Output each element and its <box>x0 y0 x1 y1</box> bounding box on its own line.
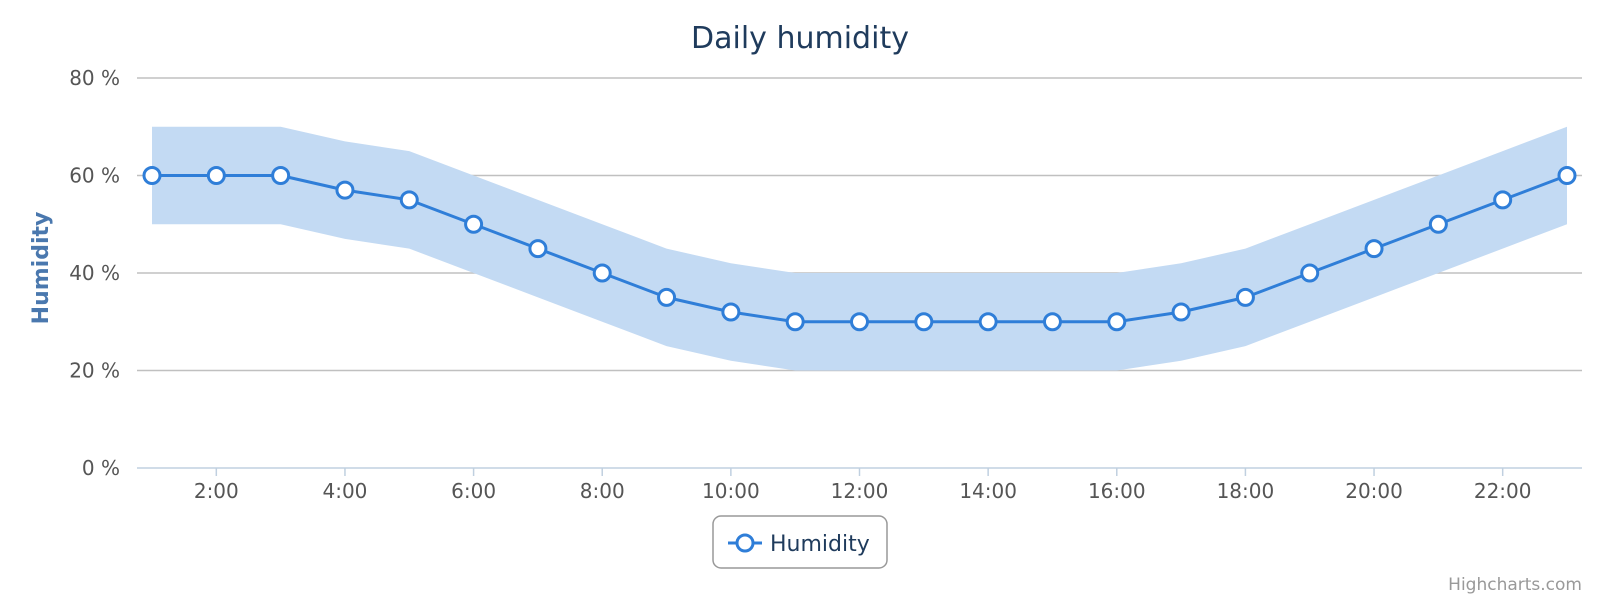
data-point[interactable] <box>978 312 998 332</box>
data-point[interactable] <box>142 166 162 185</box>
x-tick-label: 2:00 <box>194 479 239 503</box>
y-tick-label: 80 % <box>69 66 120 90</box>
data-point[interactable] <box>1364 239 1384 259</box>
range-area <box>152 126 1567 371</box>
data-point[interactable] <box>850 312 869 332</box>
data-point[interactable] <box>464 214 484 234</box>
data-point[interactable] <box>1107 312 1127 332</box>
y-tick-label: 20 % <box>69 359 120 383</box>
x-tick-label: 14:00 <box>959 479 1017 503</box>
data-point[interactable] <box>1235 287 1255 307</box>
legend-box <box>712 515 888 569</box>
data-point[interactable] <box>399 190 419 210</box>
chart-title: Daily humidity <box>691 21 909 56</box>
legend-marker-icon <box>735 533 755 553</box>
x-axis: 2:00 4:00 6:00 8:00 10:00 12:00 14:00 16:00 18:0… <box>137 467 1582 503</box>
y-tick-label: 60 % <box>69 164 120 188</box>
x-tick-label: 4:00 <box>322 479 367 503</box>
humidity-range-band <box>152 126 1567 371</box>
data-point[interactable] <box>1171 302 1191 322</box>
data-point[interactable] <box>657 287 677 307</box>
data-point[interactable] <box>785 312 805 332</box>
data-point[interactable] <box>721 302 741 322</box>
x-tick-label: 22:00 <box>1474 479 1532 503</box>
data-point[interactable] <box>206 166 226 185</box>
humidity-series <box>142 166 1577 332</box>
y-axis-labels: 0 % 20 % 40 % 60 % 80 % <box>69 66 120 480</box>
data-point[interactable] <box>271 166 291 185</box>
data-point[interactable] <box>528 239 548 259</box>
x-tick-label: 12:00 <box>831 479 889 503</box>
y-axis-title: Humidity <box>29 212 54 325</box>
data-point[interactable] <box>914 312 934 332</box>
x-tick-label: 8:00 <box>580 479 625 503</box>
y-tick-label: 40 % <box>69 261 120 285</box>
y-tick-label: 0 % <box>82 456 120 480</box>
legend-item-humidity[interactable]: Humidity <box>770 532 870 557</box>
x-tick-label: 10:00 <box>702 479 760 503</box>
data-point[interactable] <box>1493 190 1513 210</box>
data-point[interactable] <box>335 180 355 200</box>
data-point[interactable] <box>1557 166 1577 185</box>
data-point[interactable] <box>1300 263 1320 283</box>
x-tick-label: 16:00 <box>1088 479 1146 503</box>
legend[interactable]: Humidity <box>712 515 888 569</box>
x-tick-label: 20:00 <box>1345 479 1403 503</box>
credits-link[interactable]: Highcharts.com <box>1448 575 1582 595</box>
data-point[interactable] <box>1428 214 1448 234</box>
x-tick-label: 18:00 <box>1217 479 1275 503</box>
x-tick-label: 6:00 <box>451 479 496 503</box>
data-point[interactable] <box>592 263 612 283</box>
data-point[interactable] <box>1042 312 1062 332</box>
